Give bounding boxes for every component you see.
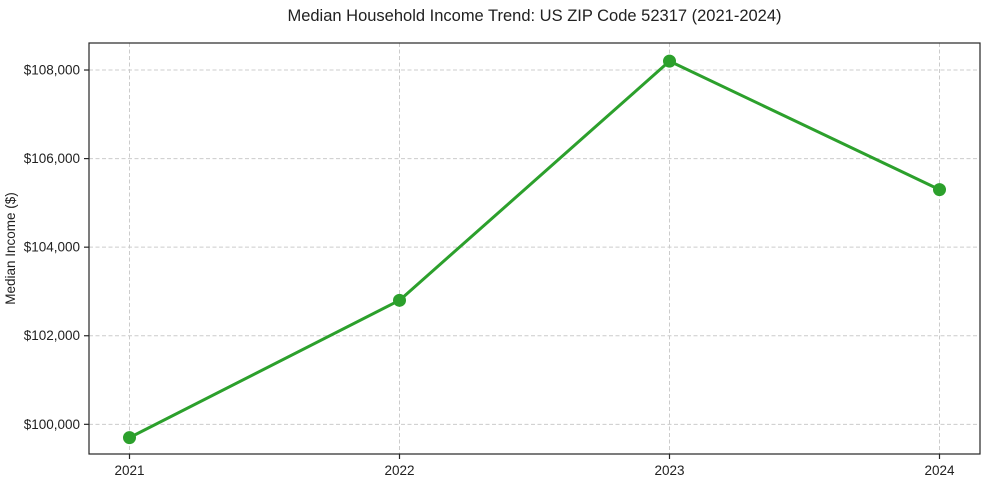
tick-labels-layer: $100,000 $102,000 $104,000 $106,000 $108,000… — [24, 63, 955, 478]
plot-border-layer — [88, 42, 981, 455]
series-layer — [123, 54, 946, 445]
gridlines-layer — [89, 43, 980, 454]
y-tick-label: $106,000 — [24, 151, 80, 166]
x-tick-label: 2021 — [114, 463, 144, 478]
x-tick-label: 2022 — [384, 463, 414, 478]
data-point-2024 — [933, 183, 946, 197]
trend-line — [128, 59, 941, 440]
x-tick-label: 2024 — [924, 463, 955, 478]
y-tick-label: $108,000 — [24, 63, 80, 78]
chart-title: Median Household Income Trend: US ZIP Co… — [287, 7, 781, 25]
y-tick-label: $104,000 — [24, 240, 80, 255]
y-tick-label: $102,000 — [24, 328, 80, 343]
y-axis-label: Median Income ($) — [3, 192, 18, 305]
y-tick-label: $100,000 — [24, 417, 80, 432]
data-point-2023 — [663, 54, 676, 68]
ticks-layer — [84, 69, 941, 459]
data-point-2021 — [123, 431, 136, 445]
x-tick-label: 2023 — [654, 463, 684, 478]
data-point-2022 — [393, 293, 406, 307]
plot-border — [88, 42, 981, 455]
